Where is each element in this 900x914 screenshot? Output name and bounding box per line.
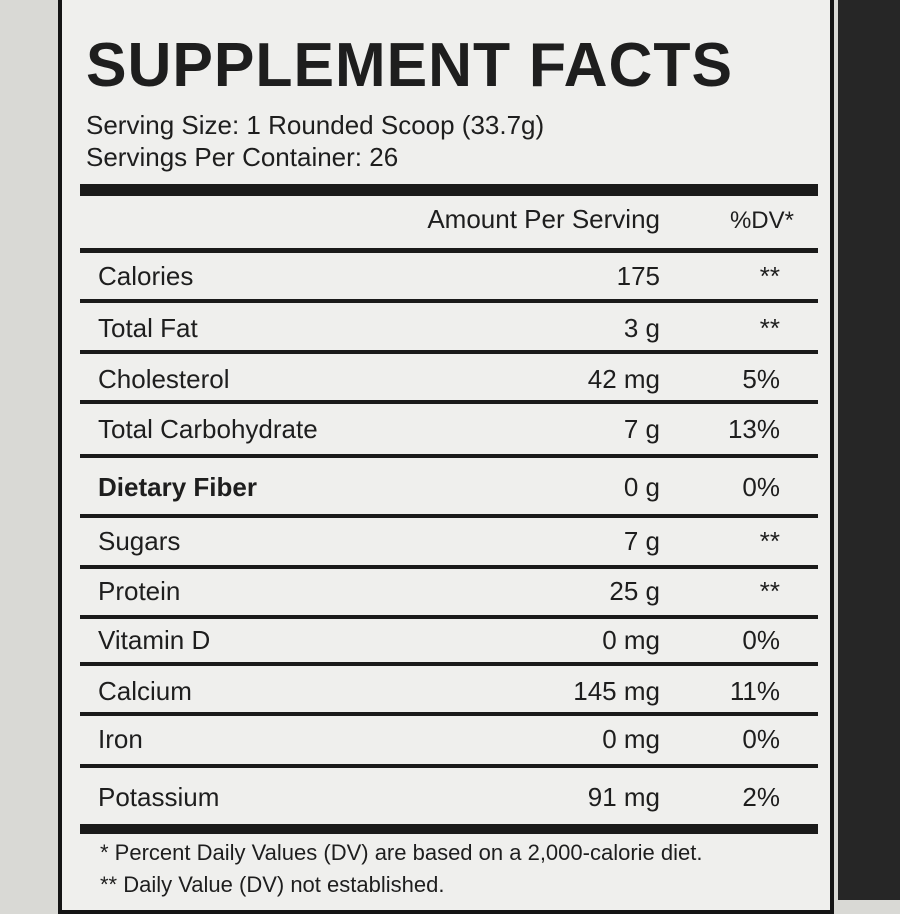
row-amount: 0 mg xyxy=(602,724,660,754)
row-amount: 25 g xyxy=(609,576,660,606)
row-label: Vitamin D xyxy=(98,625,211,655)
row-amount: 42 mg xyxy=(587,364,660,394)
row-amount: 0 mg xyxy=(602,625,660,655)
row-amount: 7 g xyxy=(623,526,660,556)
rule xyxy=(80,764,818,768)
column-header: %DV* xyxy=(729,207,794,234)
row-dv: ** xyxy=(759,261,780,291)
rule xyxy=(80,400,818,404)
rule xyxy=(80,454,818,458)
row-label: Potassium xyxy=(98,782,220,812)
row-amount: 0 g xyxy=(623,472,660,502)
rule xyxy=(80,299,818,303)
row-label: Protein xyxy=(98,576,181,606)
row-dv: ** xyxy=(759,313,780,343)
row-label: Iron xyxy=(98,724,143,754)
row-amount: 91 mg xyxy=(587,782,660,812)
row-dv: 2% xyxy=(742,782,780,812)
row-label: Cholesterol xyxy=(98,364,230,394)
row-amount: 3 g xyxy=(623,313,660,343)
rule xyxy=(80,350,818,354)
label-panel: SUPPLEMENT FACTS Serving Size: 1 Rounded… xyxy=(58,0,834,914)
thick-rule xyxy=(80,824,818,834)
row-dv: 0% xyxy=(742,724,780,754)
row-dv: ** xyxy=(759,526,780,556)
footnote: * Percent Daily Values (DV) are based on… xyxy=(100,840,703,865)
row-amount: 175 xyxy=(616,261,660,291)
rule xyxy=(80,615,818,619)
rule xyxy=(80,565,818,569)
row-dv: 0% xyxy=(742,625,780,655)
rule xyxy=(80,662,818,666)
row-dv: ** xyxy=(759,576,780,606)
row-label: Calcium xyxy=(98,676,192,706)
row-dv: 5% xyxy=(742,364,780,394)
title: SUPPLEMENT FACTS xyxy=(86,31,733,100)
row-amount: 145 mg xyxy=(573,676,660,706)
background-dark xyxy=(838,0,900,900)
row-label: Dietary Fiber xyxy=(98,472,257,502)
thick-rule xyxy=(80,184,818,196)
row-label: Total Carbohydrate xyxy=(98,414,318,444)
rule xyxy=(80,514,818,518)
row-label: Sugars xyxy=(98,526,181,556)
column-header: Amount Per Serving xyxy=(427,204,660,234)
row-dv: 11% xyxy=(729,676,780,706)
rule xyxy=(80,712,818,716)
row-label: Calories xyxy=(98,261,194,291)
rule xyxy=(80,248,818,253)
row-amount: 7 g xyxy=(623,414,660,444)
serving-size: Serving Size: 1 Rounded Scoop (33.7g) xyxy=(86,110,545,140)
row-dv: 13% xyxy=(727,414,780,444)
row-label: Total Fat xyxy=(98,313,198,343)
row-dv: 0% xyxy=(742,472,780,502)
servings-per-container: Servings Per Container: 26 xyxy=(86,142,399,172)
footnote: ** Daily Value (DV) not established. xyxy=(100,872,445,897)
